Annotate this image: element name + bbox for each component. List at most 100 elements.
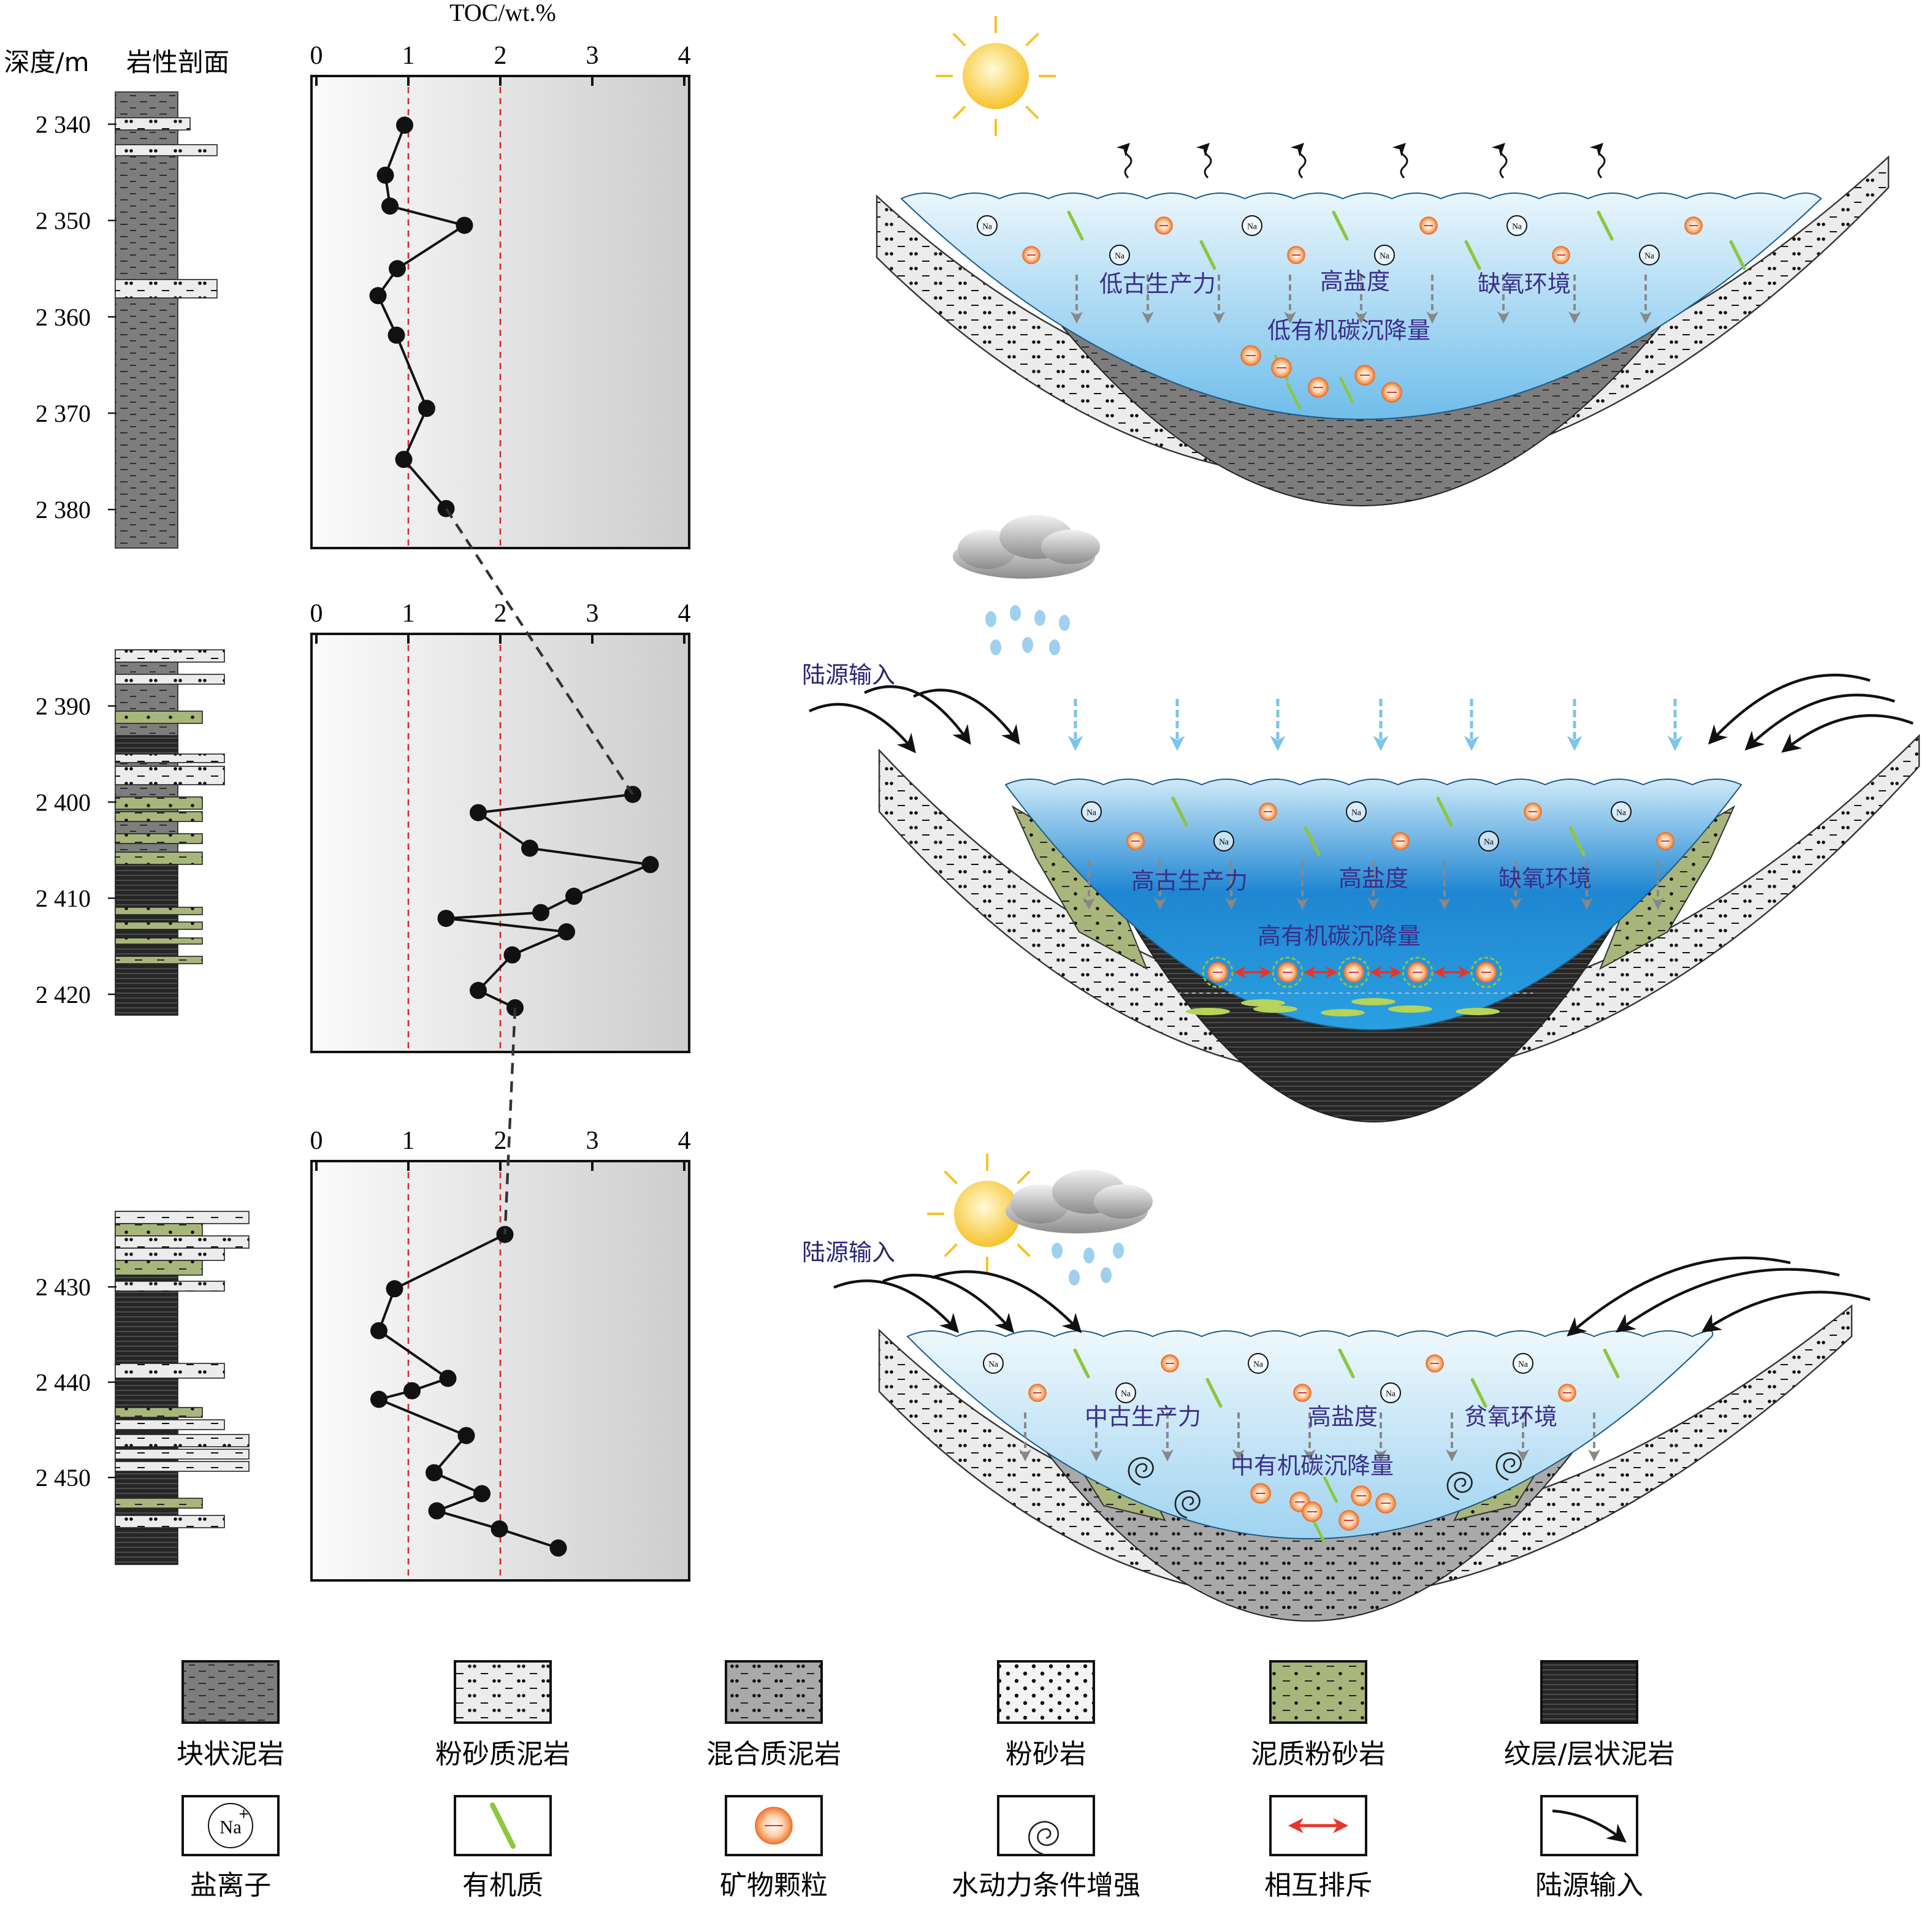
legend-swatch xyxy=(181,1660,280,1724)
salt-ion-label: Na xyxy=(220,1817,242,1838)
sun-ray xyxy=(1017,1243,1031,1257)
input-arrow xyxy=(1567,1256,1791,1337)
correlation-line xyxy=(445,508,634,796)
input-arrow xyxy=(882,1273,1015,1333)
salt-ion xyxy=(1639,245,1660,265)
toc-point xyxy=(418,400,435,417)
lithology-bed xyxy=(115,956,203,964)
y-tick-label: 2 410 xyxy=(36,885,91,912)
y-tick-label: 2 400 xyxy=(36,788,91,816)
organic-matter xyxy=(1171,796,1188,827)
toc-point xyxy=(396,116,413,134)
sun-ray xyxy=(952,32,966,47)
legend-label: 矿物颗粒 xyxy=(720,1870,828,1901)
legend-swatch xyxy=(725,1660,823,1724)
salt-ion-charge: + xyxy=(239,1806,250,1821)
y-tick-label: 2 420 xyxy=(36,981,91,1008)
organic-matter xyxy=(1304,826,1321,856)
input-arrow xyxy=(833,1279,960,1333)
salt-ion xyxy=(1109,245,1130,265)
lithology-bed xyxy=(115,753,225,763)
rain-drop xyxy=(1113,1243,1124,1259)
lithology-bed xyxy=(115,1498,203,1509)
lithology-bed xyxy=(115,117,191,131)
input-arrow xyxy=(809,703,916,753)
x-tick-label: 4 xyxy=(678,1127,691,1155)
lithology-bed xyxy=(115,833,203,844)
y-tick-label: 2 430 xyxy=(36,1273,91,1301)
cloud xyxy=(1094,1184,1153,1219)
salt-ion-label: Na xyxy=(1247,222,1257,231)
lithology-bed xyxy=(115,279,218,299)
toc-point xyxy=(369,287,387,305)
sun-ray xyxy=(1025,105,1039,120)
sun-ray xyxy=(1017,1170,1031,1184)
salt-ion-label: Na xyxy=(1380,251,1389,261)
legend-input-arrow xyxy=(1552,1809,1627,1843)
organic-matter xyxy=(1597,210,1614,241)
basin-label: 高盐度 xyxy=(1308,1403,1378,1430)
toc-point xyxy=(403,1382,421,1400)
rain-drop xyxy=(1069,1270,1080,1286)
salt-ion xyxy=(977,215,998,236)
basin-label: 贫氧环境 xyxy=(1464,1403,1557,1430)
basin-label: 高盐度 xyxy=(1320,268,1390,295)
organic-matter xyxy=(1073,1348,1090,1379)
legend-label: 混合质泥岩 xyxy=(706,1739,841,1770)
y-tick-label: 2 450 xyxy=(36,1464,91,1492)
toc-point xyxy=(641,856,659,874)
basin-label: 高有机碳沉降量 xyxy=(1258,923,1421,950)
toc-point xyxy=(565,888,582,905)
salt-ion xyxy=(1248,1353,1269,1374)
evaporation xyxy=(1589,143,1606,179)
organic-matter xyxy=(1310,1517,1326,1544)
eddy xyxy=(1174,1490,1201,1519)
toc-point xyxy=(521,839,538,857)
salt-ion xyxy=(1478,831,1499,852)
lithology-bed xyxy=(115,1515,225,1528)
input-arrow xyxy=(1708,673,1871,745)
lithology-bed xyxy=(115,1419,225,1430)
lithology-bed xyxy=(115,1248,225,1261)
toc-point xyxy=(370,1322,388,1339)
toc-point xyxy=(473,1485,491,1503)
evaporation xyxy=(1491,143,1508,179)
salt-ion-label: Na xyxy=(1121,1389,1131,1398)
toc-point xyxy=(388,326,405,344)
salt-ion-label: Na xyxy=(1351,808,1361,817)
toc-point xyxy=(386,1280,403,1298)
lithology-bed xyxy=(115,711,203,724)
toc-point xyxy=(381,197,399,215)
legend-label: 纹层/层状泥岩 xyxy=(1504,1739,1675,1770)
organic-matter xyxy=(1286,383,1302,410)
lithology-bed xyxy=(115,1211,250,1224)
toc-point xyxy=(470,981,487,999)
salt-ion-label: Na xyxy=(1086,808,1096,817)
organic-lamina xyxy=(1388,1005,1432,1013)
legend-swatch xyxy=(454,1795,552,1856)
toc-point xyxy=(470,804,487,821)
toc-point xyxy=(437,910,455,928)
organic-lamina xyxy=(1186,1008,1230,1015)
y-tick-label: 2 440 xyxy=(36,1369,91,1397)
cloud xyxy=(1041,530,1100,564)
depth-label: 深度/m xyxy=(4,47,89,77)
basin-label: 缺氧环境 xyxy=(1499,865,1592,892)
toc-point xyxy=(456,216,473,234)
organic-matter xyxy=(1067,210,1084,241)
lithology-bed xyxy=(115,811,203,822)
basin-label: 高古生产力 xyxy=(1131,867,1248,894)
x-tick-label: 3 xyxy=(586,42,599,70)
x-tick-label: 2 xyxy=(494,42,507,70)
organic-matter xyxy=(490,1802,516,1849)
y-tick-label: 2 360 xyxy=(36,303,91,331)
x-axis-label: TOC/wt.% xyxy=(449,0,556,26)
x-tick-label: 3 xyxy=(586,600,599,628)
legend-label: 陆源输入 xyxy=(1535,1870,1643,1901)
organic-matter xyxy=(1199,240,1216,270)
legend-swatch xyxy=(454,1660,552,1724)
organic-matter xyxy=(1436,796,1453,827)
toc-point xyxy=(426,1464,443,1482)
